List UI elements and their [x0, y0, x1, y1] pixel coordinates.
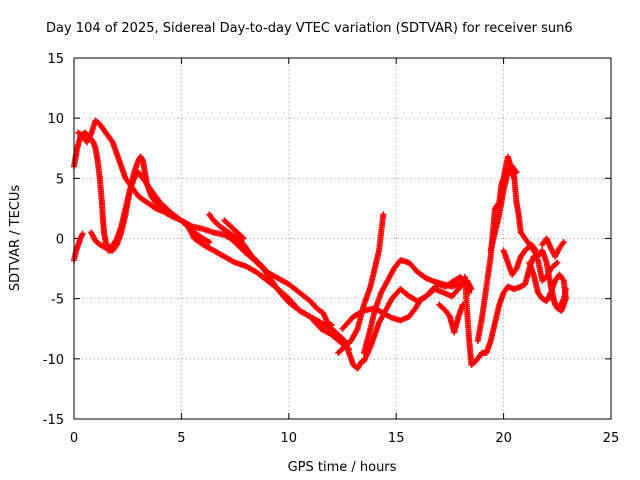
chart-title: Day 104 of 2025, Sidereal Day-to-day VTE… [46, 21, 573, 36]
series-track-5 [206, 211, 335, 329]
series-track-6 [221, 217, 247, 242]
data-point [550, 295, 557, 302]
x-tick-label: 15 [388, 431, 405, 446]
series-track-1 [71, 230, 86, 264]
y-tick-label: 5 [56, 172, 64, 187]
data-point [554, 259, 561, 266]
series-track-17 [500, 241, 539, 278]
y-axis-label: SDTVAR / TECUs [8, 185, 23, 292]
x-axis-label: GPS time / hours [288, 460, 397, 475]
series-track-15 [526, 259, 569, 314]
data-point [468, 286, 475, 293]
x-tick-label: 0 [70, 431, 78, 446]
y-tick-label: 15 [47, 52, 64, 67]
y-tick-label: 10 [47, 112, 64, 127]
series-track-11 [436, 301, 466, 336]
x-tick-label: 10 [281, 431, 298, 446]
series-track-14 [487, 163, 520, 254]
plot-frame [73, 57, 612, 420]
y-tick-label: -10 [43, 353, 64, 368]
data-layer [71, 117, 569, 372]
data-point [328, 322, 335, 329]
data-point [532, 247, 539, 254]
grid-lines [74, 58, 611, 419]
y-tick-label: -5 [51, 293, 64, 308]
data-point [380, 211, 387, 218]
data-point [79, 230, 86, 237]
series-track-4 [88, 169, 213, 252]
data-point [560, 239, 567, 246]
data-point [513, 169, 520, 176]
data-point [206, 239, 213, 246]
data-point [345, 346, 352, 353]
data-point [240, 235, 247, 242]
x-tick-label: 25 [603, 431, 620, 446]
series-track-7 [335, 211, 387, 356]
x-tick-label: 20 [495, 431, 512, 446]
y-tick-label: 0 [56, 233, 64, 248]
series-track-16 [539, 235, 567, 260]
x-tick-label: 5 [177, 431, 185, 446]
y-tick-label: -15 [43, 413, 64, 428]
